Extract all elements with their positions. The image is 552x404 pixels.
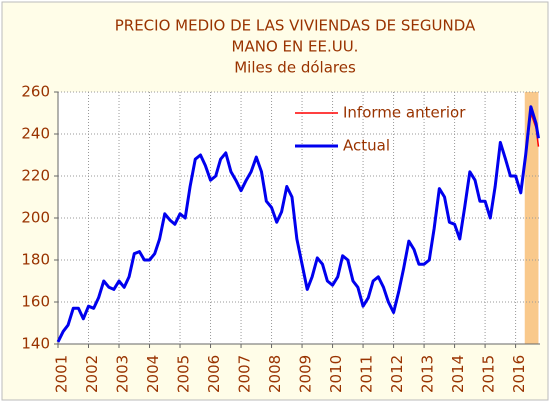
x-tick-label: 2002 (83, 355, 101, 393)
title-line: MANO EN EE.UU. (232, 38, 359, 56)
y-tick-label: 200 (21, 209, 50, 227)
y-tick-label: 260 (21, 83, 50, 101)
x-tick-label: 2001 (53, 355, 71, 393)
x-tick-label: 2004 (144, 355, 162, 393)
x-tick-label: 2005 (175, 355, 193, 393)
legend-label: Informe anterior (343, 104, 466, 122)
y-tick-label: 240 (21, 125, 50, 143)
y-tick-label: 140 (21, 335, 50, 353)
title-line: PRECIO MEDIO DE LAS VIVIENDAS DE SEGUNDA (115, 17, 476, 35)
x-tick-label: 2009 (297, 355, 315, 393)
x-tick-label: 2012 (388, 355, 406, 393)
line-series (56, 105, 540, 343)
highlight-band (524, 92, 539, 344)
x-tick-label: 2013 (419, 355, 437, 393)
y-tick-label: 220 (21, 167, 50, 185)
x-tick-label: 2011 (358, 355, 376, 393)
x-tick-label: 2007 (236, 355, 254, 393)
y-tick-label: 180 (21, 251, 50, 269)
legend-label: Actual (343, 137, 390, 155)
x-tick-label: 2008 (266, 355, 284, 393)
y-tick-label: 160 (21, 293, 50, 311)
x-tick-label: 2003 (114, 355, 132, 393)
x-tick-label: 2015 (480, 355, 498, 393)
x-tick-label: 2010 (327, 355, 345, 393)
x-tick-label: 2016 (510, 355, 528, 393)
x-tick-label: 2006 (205, 355, 223, 393)
x-tick-label: 2014 (449, 355, 467, 393)
title-line: Miles de dólares (234, 59, 356, 77)
